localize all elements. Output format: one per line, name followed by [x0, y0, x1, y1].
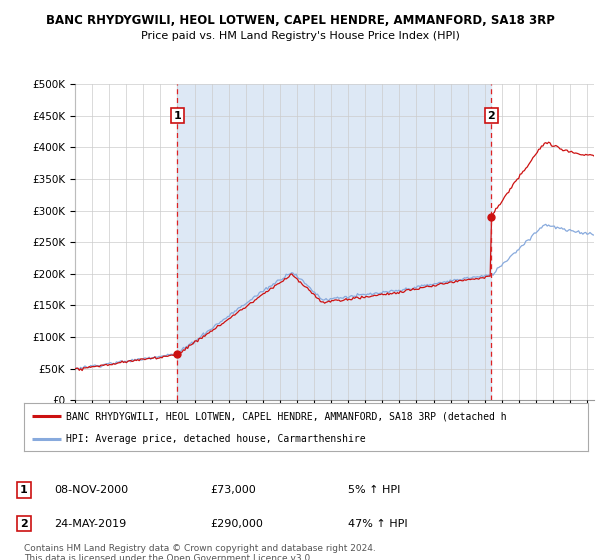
- Text: £73,000: £73,000: [210, 485, 256, 495]
- Text: Price paid vs. HM Land Registry's House Price Index (HPI): Price paid vs. HM Land Registry's House …: [140, 31, 460, 41]
- Text: 5% ↑ HPI: 5% ↑ HPI: [348, 485, 400, 495]
- Text: BANC RHYDYGWILI, HEOL LOTWEN, CAPEL HENDRE, AMMANFORD, SA18 3RP: BANC RHYDYGWILI, HEOL LOTWEN, CAPEL HEND…: [46, 14, 554, 27]
- Text: 47% ↑ HPI: 47% ↑ HPI: [348, 519, 407, 529]
- Text: 2: 2: [20, 519, 28, 529]
- Text: 08-NOV-2000: 08-NOV-2000: [54, 485, 128, 495]
- Text: HPI: Average price, detached house, Carmarthenshire: HPI: Average price, detached house, Carm…: [66, 434, 366, 444]
- Text: 24-MAY-2019: 24-MAY-2019: [54, 519, 126, 529]
- Text: 1: 1: [20, 485, 28, 495]
- Bar: [178, 84, 491, 400]
- Text: 1: 1: [173, 111, 181, 120]
- Text: This data is licensed under the Open Government Licence v3.0.: This data is licensed under the Open Gov…: [24, 554, 313, 560]
- Text: BANC RHYDYGWILI, HEOL LOTWEN, CAPEL HENDRE, AMMANFORD, SA18 3RP (detached h: BANC RHYDYGWILI, HEOL LOTWEN, CAPEL HEND…: [66, 411, 507, 421]
- Text: 2: 2: [487, 111, 495, 120]
- Text: Contains HM Land Registry data © Crown copyright and database right 2024.: Contains HM Land Registry data © Crown c…: [24, 544, 376, 553]
- Text: £290,000: £290,000: [210, 519, 263, 529]
